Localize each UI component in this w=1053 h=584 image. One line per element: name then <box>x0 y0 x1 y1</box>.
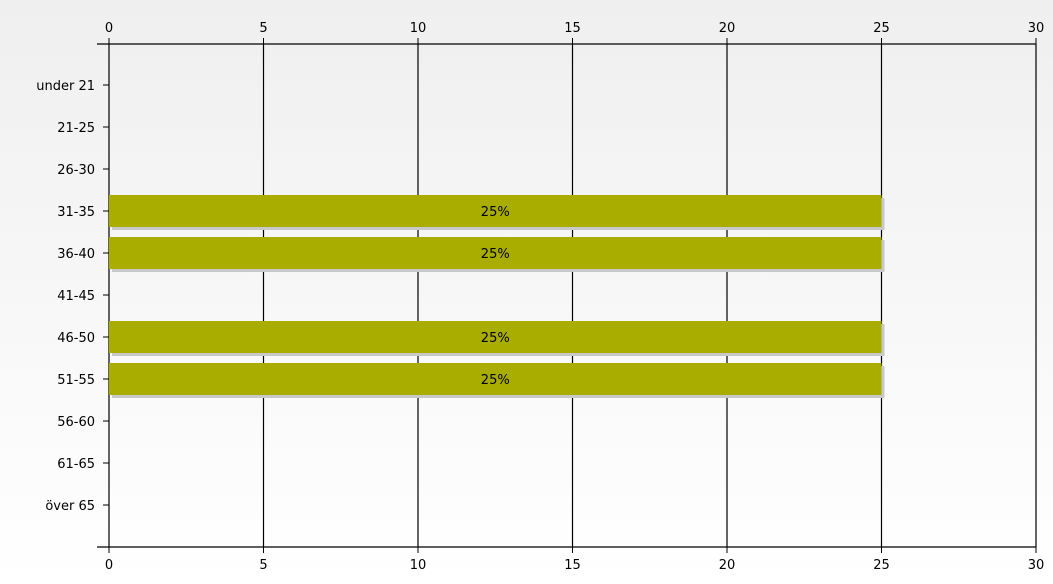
x-tick-label-top-20: 20 <box>719 21 736 36</box>
x-tick-label-top-10: 10 <box>410 21 427 36</box>
y-tick-label-5: 41-45 <box>57 289 95 304</box>
y-tick-label-7: 51-55 <box>57 373 95 388</box>
x-tick-label-top-15: 15 <box>564 21 581 36</box>
x-tick-label-bottom-5: 5 <box>259 558 267 573</box>
x-tick-label-bottom-20: 20 <box>719 558 736 573</box>
labels: 0 0 5 5 10 10 15 15 20 20 25 25 30 30 under 21 21-25 26-… <box>36 21 1044 573</box>
bar-label-4: 25% <box>481 247 510 262</box>
bar-3 <box>109 195 882 227</box>
y-tick-label-1: 21-25 <box>57 121 95 136</box>
y-tick-label-0: under 21 <box>36 79 95 94</box>
x-tick-label-bottom-15: 15 <box>564 558 581 573</box>
bar-4 <box>109 237 882 269</box>
x-tick-label-top-5: 5 <box>259 21 267 36</box>
x-tick-label-top-0: 0 <box>105 21 113 36</box>
bars <box>109 195 885 398</box>
axes <box>97 38 1037 553</box>
y-tick-label-6: 46-50 <box>57 331 95 346</box>
x-tick-label-top-25: 25 <box>873 21 890 36</box>
grid-lines <box>262 44 1037 547</box>
y-tick-label-4: 36-40 <box>57 247 95 262</box>
x-tick-label-bottom-10: 10 <box>410 558 427 573</box>
bar-label-6: 25% <box>481 331 510 346</box>
bar-7 <box>109 363 882 395</box>
x-tick-label-bottom-25: 25 <box>873 558 890 573</box>
x-tick-label-top-30: 30 <box>1028 21 1045 36</box>
y-tick-label-8: 56-60 <box>57 415 95 430</box>
y-tick-label-3: 31-35 <box>57 205 95 220</box>
y-tick-label-2: 26-30 <box>57 163 95 178</box>
y-tick-label-10: över 65 <box>45 499 95 514</box>
x-tick-label-bottom-0: 0 <box>105 558 113 573</box>
bar-label-3: 25% <box>481 205 510 220</box>
bar-6 <box>109 321 882 353</box>
bar-label-7: 25% <box>481 373 510 388</box>
x-tick-label-bottom-30: 30 <box>1028 558 1045 573</box>
y-tick-label-9: 61-65 <box>57 457 95 472</box>
